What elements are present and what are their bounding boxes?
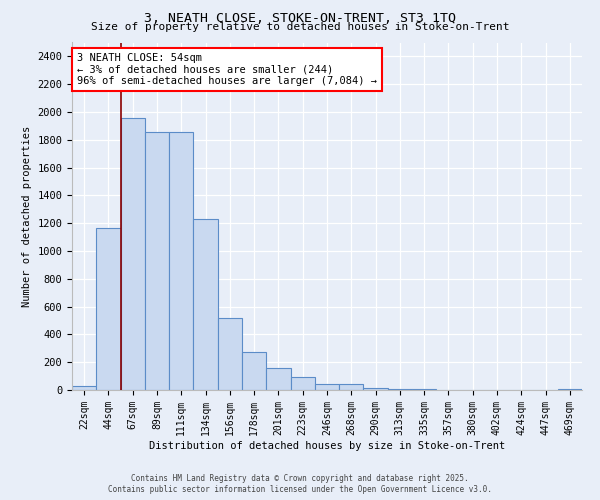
Bar xyxy=(218,318,242,390)
Bar xyxy=(388,388,412,390)
Bar xyxy=(290,377,315,390)
Bar xyxy=(169,132,193,390)
Bar xyxy=(339,384,364,390)
Bar xyxy=(193,219,218,390)
Bar xyxy=(364,388,388,390)
Text: 3 NEATH CLOSE: 54sqm
← 3% of detached houses are smaller (244)
96% of semi-detac: 3 NEATH CLOSE: 54sqm ← 3% of detached ho… xyxy=(77,53,377,86)
Bar xyxy=(315,384,339,390)
Bar xyxy=(72,386,96,390)
Bar xyxy=(96,228,121,390)
Text: Size of property relative to detached houses in Stoke-on-Trent: Size of property relative to detached ho… xyxy=(91,22,509,32)
Bar xyxy=(558,388,582,390)
Bar xyxy=(145,132,169,390)
Text: Contains HM Land Registry data © Crown copyright and database right 2025.
Contai: Contains HM Land Registry data © Crown c… xyxy=(108,474,492,494)
X-axis label: Distribution of detached houses by size in Stoke-on-Trent: Distribution of detached houses by size … xyxy=(149,440,505,450)
Y-axis label: Number of detached properties: Number of detached properties xyxy=(22,126,32,307)
Text: 3, NEATH CLOSE, STOKE-ON-TRENT, ST3 1TQ: 3, NEATH CLOSE, STOKE-ON-TRENT, ST3 1TQ xyxy=(144,12,456,26)
Bar xyxy=(121,118,145,390)
Bar xyxy=(242,352,266,390)
Bar xyxy=(266,368,290,390)
